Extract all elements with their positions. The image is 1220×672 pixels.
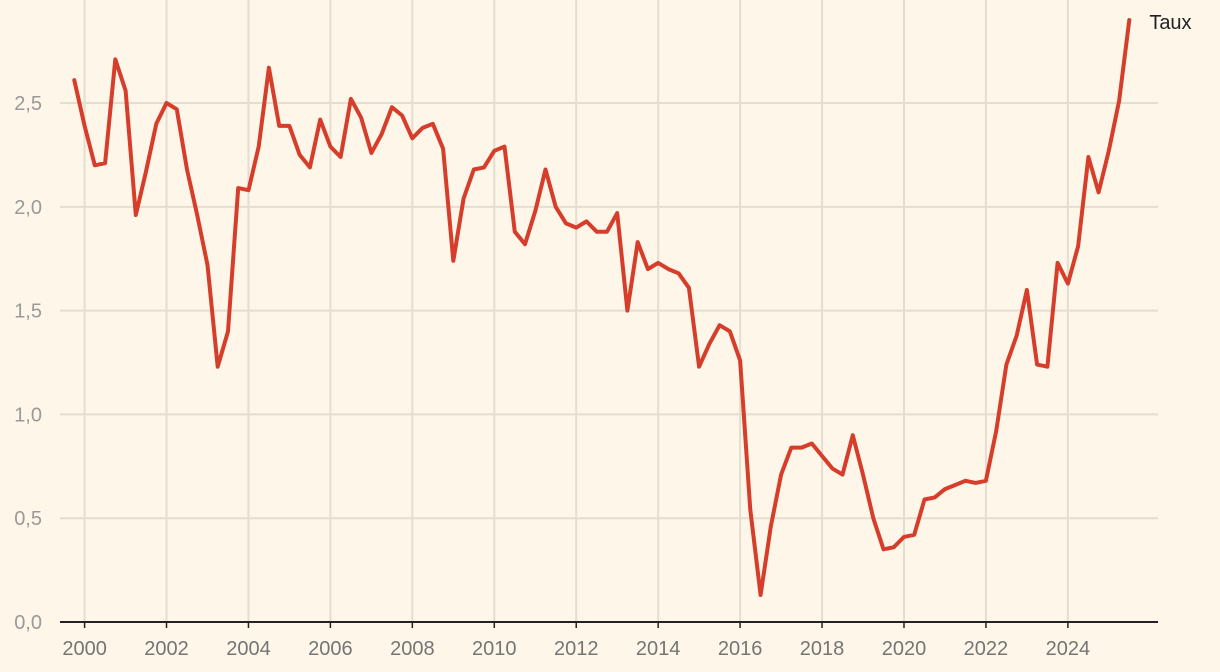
x-tick-label-2006: 2006 [308, 638, 353, 660]
x-tick-label-2000: 2000 [62, 638, 107, 660]
y-tick-label-3: 1,5 [14, 301, 42, 323]
x-tick-label-2010: 2010 [472, 638, 517, 660]
x-axis-tick-labels: 2000 2002 2004 2006 2008 2010 2012 2014 2016 2018… [62, 638, 1090, 660]
x-tick-label-2016: 2016 [718, 638, 763, 660]
series-label-taux: Taux [1149, 12, 1191, 34]
y-tick-label-5: 2,5 [14, 93, 42, 115]
x-tick-label-2012: 2012 [554, 638, 599, 660]
x-tick-label-2008: 2008 [390, 638, 435, 660]
y-tick-label-0: 0,0 [14, 612, 42, 634]
x-tick-label-2024: 2024 [1046, 638, 1091, 660]
y-tick-label-1: 0,5 [14, 508, 42, 530]
y-tick-label-4: 2,0 [14, 197, 42, 219]
x-tick-label-2022: 2022 [964, 638, 1009, 660]
x-tick-label-2020: 2020 [882, 638, 927, 660]
x-tick-label-2004: 2004 [226, 638, 271, 660]
x-tick-label-2014: 2014 [636, 638, 681, 660]
y-axis-tick-labels: 0,0 0,5 1,0 1,5 2,0 2,5 [14, 93, 42, 634]
x-tick-label-2002: 2002 [144, 638, 189, 660]
series-line-taux [72, 18, 1132, 597]
x-axis-ticks [83, 622, 1069, 628]
y-tick-label-2: 1,0 [14, 404, 42, 426]
horizontal-gridlines [60, 102, 1158, 520]
x-tick-label-2018: 2018 [800, 638, 845, 660]
